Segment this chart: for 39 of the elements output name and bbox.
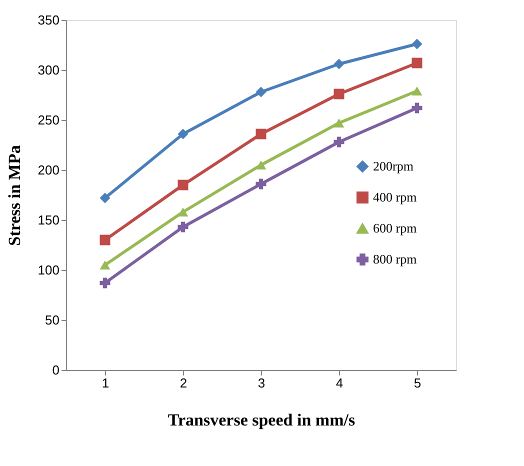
point <box>334 136 344 148</box>
point <box>412 102 422 114</box>
point <box>178 207 188 217</box>
point <box>100 192 110 204</box>
y-tick-label: 100 <box>38 262 60 278</box>
y-tick-label: 350 <box>38 12 60 28</box>
x-axis-title: Transverse speed in mm/s <box>168 410 356 430</box>
y-tick-label: 50 <box>45 312 60 328</box>
point <box>334 88 344 100</box>
x-tick-label: 5 <box>414 376 422 390</box>
x-tick-label: 1 <box>102 376 110 390</box>
point <box>412 86 422 96</box>
legend-label: 400 rpm <box>373 190 417 204</box>
legend-label: 800 rpm <box>373 252 417 266</box>
y-tick-label: 300 <box>38 62 60 78</box>
point <box>256 160 266 170</box>
legend-label: 600 rpm <box>373 220 417 236</box>
point <box>412 38 422 50</box>
point <box>100 260 110 270</box>
point <box>100 278 110 288</box>
x-tick-label: 3 <box>258 376 266 390</box>
y-tick-label: 250 <box>38 112 60 128</box>
x-tick-label: 2 <box>180 376 188 390</box>
x-tick-label: 4 <box>336 376 344 390</box>
point <box>178 222 188 232</box>
point <box>256 86 266 98</box>
point <box>100 234 110 246</box>
y-axis-title: Stress in MPa <box>4 144 24 246</box>
point <box>178 128 188 140</box>
y-tick-label: 200 <box>38 162 60 178</box>
point <box>256 178 266 190</box>
point <box>412 58 422 68</box>
y-tick-label: 0 <box>52 362 60 378</box>
point <box>256 128 266 140</box>
point <box>334 118 344 128</box>
legend-label: 200rpm <box>373 158 414 174</box>
point <box>334 58 344 70</box>
y-tick-label: 150 <box>38 212 60 228</box>
point <box>178 180 188 190</box>
